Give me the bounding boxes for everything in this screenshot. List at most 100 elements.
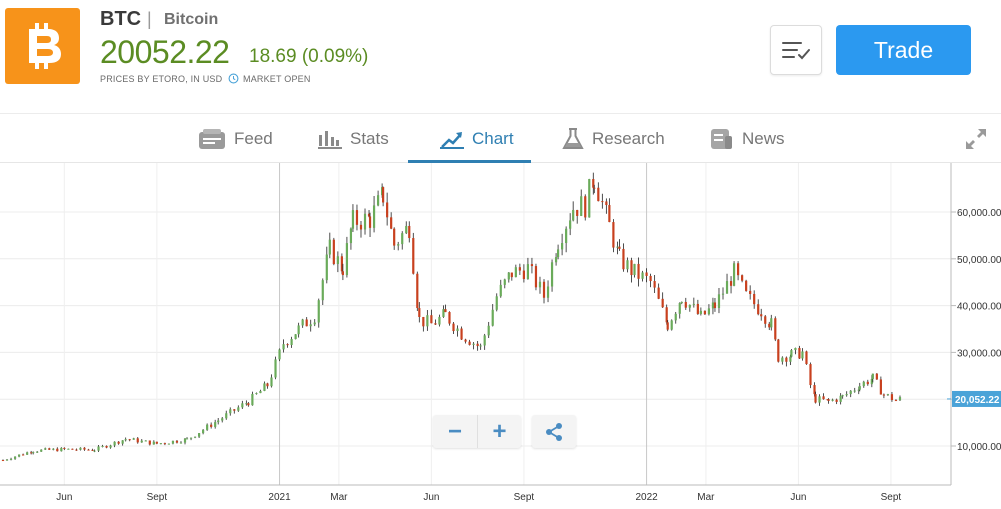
candle-body <box>237 407 240 411</box>
candle-body <box>124 439 127 441</box>
candle-body <box>777 339 780 362</box>
candle-body <box>225 413 228 419</box>
tab-chart[interactable]: Chart <box>440 114 514 163</box>
candle-body <box>183 438 187 443</box>
candle-body <box>678 303 681 314</box>
candle-body <box>886 394 890 396</box>
bitcoin-logo-icon <box>5 8 80 84</box>
candle-body <box>1 460 5 462</box>
y-tick-label: 60,000.00 <box>957 208 1001 219</box>
candle-body <box>774 318 777 340</box>
candle-body <box>113 441 116 446</box>
candle-body <box>456 328 459 332</box>
candle-body <box>48 448 51 450</box>
candle-body <box>109 445 112 448</box>
candle-body <box>495 296 498 310</box>
title-separator: | <box>147 9 152 29</box>
candle-body <box>83 447 86 450</box>
candle-body <box>274 359 277 378</box>
candle-body <box>670 320 673 330</box>
candle-body <box>890 394 894 401</box>
candle-body <box>814 394 817 403</box>
candle-body <box>221 418 224 421</box>
candle-body <box>60 447 63 452</box>
candle-body <box>430 315 433 324</box>
candle-body <box>175 440 179 443</box>
candle-body <box>757 304 760 315</box>
candle-body <box>666 322 669 330</box>
zoom-out-button[interactable]: − <box>447 417 462 445</box>
x-tick-label: Sept <box>514 492 535 503</box>
trade-button[interactable]: Trade <box>836 25 971 75</box>
candle-body <box>448 312 451 324</box>
candle-body <box>444 309 447 313</box>
candle-body <box>684 301 687 308</box>
candle-body <box>422 316 425 327</box>
candle-body <box>542 281 546 298</box>
candle-body <box>781 357 784 362</box>
ticker-symbol: BTC <box>100 8 142 30</box>
candle-body <box>341 271 344 276</box>
candle-body <box>251 393 254 406</box>
candle-body <box>317 300 320 323</box>
candle-body <box>813 385 816 395</box>
candle-body <box>372 205 376 228</box>
price-chart[interactable]: 10,000.0020,000.0030,000.0040,000.0050,0… <box>0 163 1001 509</box>
tab-research[interactable]: Research <box>562 114 665 163</box>
candle-body <box>408 225 411 239</box>
tab-news[interactable]: News <box>710 114 785 163</box>
candle-body <box>67 448 70 450</box>
candle-body <box>630 260 633 276</box>
candle-body <box>247 403 250 406</box>
candle-body <box>52 448 55 450</box>
candle-body <box>785 357 788 362</box>
candle-body <box>452 323 455 332</box>
tab-feed[interactable]: Feed <box>198 114 273 163</box>
candle-body <box>426 315 429 327</box>
share-button[interactable] <box>532 415 576 448</box>
candle-body <box>171 440 175 444</box>
candle-body <box>294 334 297 340</box>
candle-body <box>526 264 530 280</box>
candle-body <box>871 373 874 379</box>
candle-body <box>163 443 167 445</box>
candle-body <box>345 243 349 276</box>
candle-body <box>649 275 652 282</box>
expand-icon[interactable] <box>964 127 988 151</box>
candle-body <box>97 446 100 451</box>
candle-body <box>117 441 120 444</box>
candle-body <box>128 439 131 441</box>
candle-body <box>882 394 885 396</box>
candle-body <box>801 351 804 359</box>
candle-body <box>140 440 143 443</box>
candle-body <box>853 390 856 392</box>
candle-body <box>732 263 736 286</box>
tab-stats[interactable]: Stats <box>318 114 389 163</box>
candle-body <box>530 264 534 267</box>
candle-body <box>875 373 878 380</box>
candle-body <box>405 225 408 234</box>
candle-body <box>745 280 748 291</box>
candle-body <box>442 309 445 317</box>
candle-body <box>313 322 316 325</box>
candle-body <box>340 256 343 272</box>
candle-body <box>278 349 281 360</box>
candle-body <box>688 304 691 308</box>
watchlist-button[interactable] <box>770 25 822 75</box>
candle-body <box>148 440 151 445</box>
candle-body <box>5 459 9 461</box>
x-tick-label: Jun <box>423 492 439 503</box>
candle-body <box>301 319 304 326</box>
candle-body <box>657 287 660 299</box>
candle-body <box>263 383 266 391</box>
tab-label: Research <box>592 128 665 148</box>
candle-body <box>588 179 591 218</box>
candle-body <box>259 390 262 394</box>
candle-body <box>696 303 699 314</box>
candle-body <box>401 233 404 245</box>
candle-body <box>332 239 335 265</box>
candle-body <box>707 308 711 315</box>
price-chart-svg[interactable]: 10,000.0020,000.0030,000.0040,000.0050,0… <box>0 163 1001 509</box>
zoom-in-button[interactable]: + <box>477 415 521 448</box>
candle-body <box>214 422 217 427</box>
